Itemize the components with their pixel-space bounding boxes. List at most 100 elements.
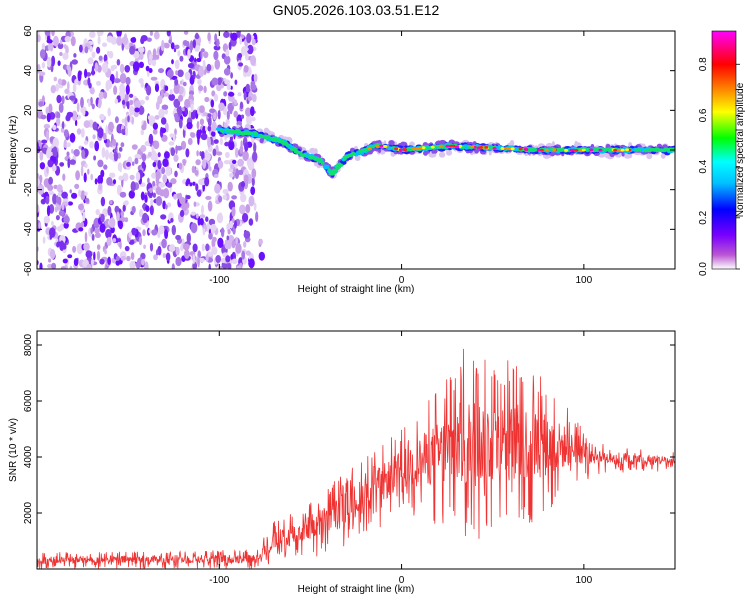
spectrogram-noise-cell: [75, 223, 81, 228]
spectrogram-noise-cell: [98, 55, 103, 61]
spectrogram-noise-cell: [123, 200, 129, 206]
spectrogram-noise-cell: [103, 164, 108, 170]
spectrogram-noise-cell: [157, 95, 163, 105]
spectrogram-noise-cell: [191, 165, 196, 174]
spectrogram-noise-cell: [201, 204, 204, 215]
spectrogram-noise-cell: [203, 85, 207, 93]
spectrogram-noise-cell: [110, 226, 115, 234]
spectrogram-noise-cell: [126, 101, 130, 110]
spectrogram-noise-cell: [161, 104, 169, 110]
spectrogram-noise-cell: [106, 236, 112, 246]
spectrogram-noise-cell: [114, 98, 119, 104]
spectrogram-noise-cell: [193, 201, 197, 207]
spectrogram-noise-cell: [116, 59, 121, 66]
spectrogram-peak-cell: [455, 145, 460, 149]
spectrogram-noise-cell: [88, 82, 92, 89]
spectrogram-noise-cell: [239, 36, 242, 45]
spectrogram-noise-cell: [231, 240, 236, 249]
spectrogram-noise-cell: [76, 243, 84, 255]
spectrogram-noise-cell: [90, 173, 93, 181]
spectrogram-noise-cell: [37, 34, 41, 43]
spectrogram-noise-cell: [164, 42, 170, 49]
spectrogram-noise-cell: [129, 260, 136, 269]
spectrogram-noise-cell: [245, 250, 251, 256]
spectrogram-noise-cell: [154, 83, 160, 92]
spectrogram-noise-cell: [173, 112, 179, 119]
spectrogram-noise-cell: [161, 134, 168, 142]
spectrogram-ridge-cell: [219, 128, 224, 133]
spectrogram-noise-cell: [237, 92, 242, 97]
spectrogram-noise-cell: [118, 220, 123, 230]
spectrogram-noise-cell: [94, 227, 100, 234]
spectrogram-peak-cell: [539, 148, 544, 152]
spectrogram-noise-cell: [213, 50, 219, 61]
spectrogram-ridge-cell: [423, 150, 428, 156]
spectrogram-noise-cell: [217, 77, 223, 86]
spectrogram-noise-cell: [57, 42, 64, 50]
spectrogram-noise-cell: [215, 255, 221, 263]
spectrogram-noise-cell: [107, 107, 111, 117]
snr-series-line: [37, 348, 675, 569]
spectrogram-noise-cell: [146, 37, 152, 42]
spectrogram-noise-cell: [69, 132, 76, 143]
spectrogram-noise-cell: [192, 243, 198, 253]
spectrogram-noise-cell: [170, 178, 177, 185]
spectrogram-noise-cell: [225, 151, 230, 159]
spectrogram-noise-cell: [62, 64, 68, 70]
spectrogram-noise-cell: [196, 129, 201, 140]
spectrogram-noise-cell: [87, 168, 90, 175]
spectrogram-noise-cell: [194, 169, 199, 176]
spectrogram-noise-cell: [69, 159, 76, 165]
spectrogram-noise-cell: [63, 44, 67, 49]
spectrogram-noise-cell: [90, 227, 93, 235]
spectrogram-noise-cell: [205, 216, 209, 222]
spectrogram-noise-cell: [185, 195, 191, 200]
spectrogram-noise-cell: [258, 238, 263, 245]
spectrogram-noise-cell: [52, 124, 57, 131]
spectrogram-noise-cell: [205, 195, 212, 200]
spectrogram-ridge-cell: [277, 139, 285, 144]
spectrogram-noise-cell: [199, 105, 205, 114]
spectrogram-noise-cell: [149, 54, 153, 61]
spectrogram-peak-cell: [379, 144, 384, 148]
spectrogram-noise-cell: [115, 70, 119, 81]
spectrogram-noise-cell: [99, 223, 106, 233]
y-tick-label: 40: [23, 65, 34, 77]
spectrogram-noise-cell: [245, 204, 251, 214]
spectrogram-noise-cell: [211, 90, 216, 97]
spectrogram-noise-cell: [62, 52, 69, 60]
spectrogram-peak-cell: [564, 149, 569, 152]
spectrogram-noise-cell: [168, 93, 176, 101]
spectrogram-noise-cell: [101, 42, 108, 47]
spectrogram-noise-cell: [187, 63, 195, 69]
spectrogram-noise-cell: [166, 31, 171, 37]
spectrogram-noise-cell: [131, 227, 137, 236]
spectrogram-noise-cell: [109, 172, 116, 178]
spectrogram-noise-cell: [91, 65, 95, 76]
spectrogram-noise-cell: [39, 49, 46, 59]
spectrogram-ridge-cell: [244, 130, 248, 135]
spectrogram-noise-cell: [211, 131, 216, 137]
colorbar-frame: [711, 30, 737, 270]
spectrogram-noise-cell: [251, 93, 257, 103]
spectrogram-noise-cell: [93, 155, 96, 161]
x-tick-label: 100: [576, 575, 593, 586]
spectrogram-noise-cell: [243, 230, 251, 239]
spectrogram-noise-cell: [131, 161, 135, 166]
spectrogram-noise-cell: [113, 151, 119, 162]
spectrogram-noise-cell: [177, 69, 184, 78]
spectrogram-noise-cell: [107, 205, 112, 216]
spectrogram-noise-cell: [119, 83, 125, 94]
spectrogram-noise-cell: [84, 231, 88, 243]
spectrogram-noise-cell: [59, 39, 63, 45]
spectrogram-noise-cell: [178, 162, 183, 170]
spectrogram-noise-cell: [251, 177, 255, 187]
spectrogram-noise-cell: [201, 243, 205, 252]
spectrogram-noise-cell: [108, 121, 114, 132]
spectrogram-noise-cell: [225, 49, 230, 57]
spectrogram-noise-cell: [200, 49, 203, 60]
spectrogram-noise-cell: [155, 54, 160, 60]
spectrogram-peak-cell: [578, 148, 583, 152]
spectrogram-noise-cell: [205, 151, 211, 162]
